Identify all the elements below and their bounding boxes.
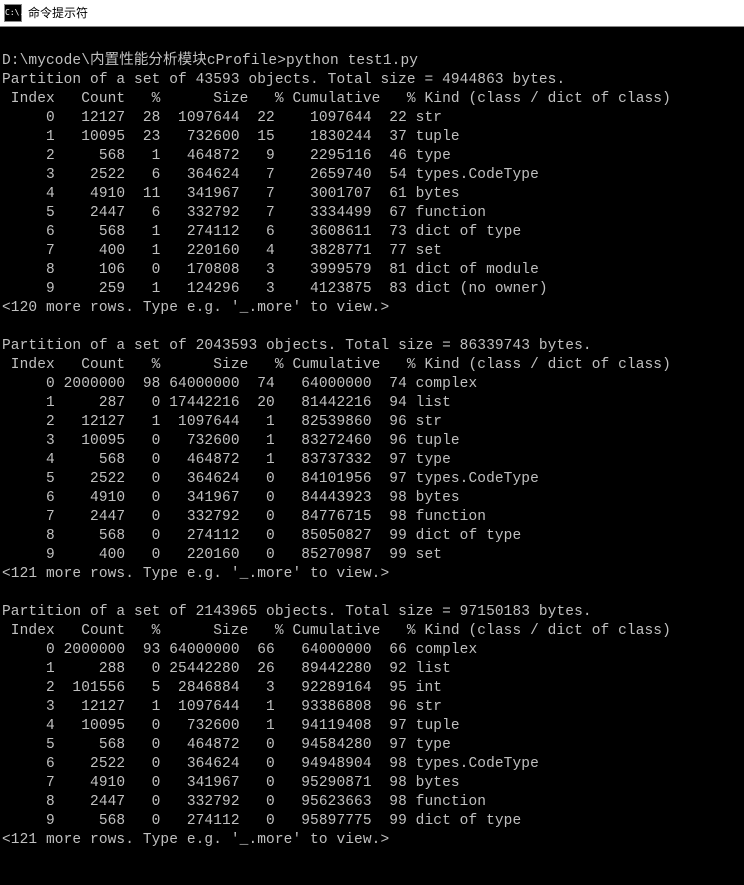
window-title: 命令提示符 <box>28 0 88 26</box>
window-titlebar[interactable]: C:\. 命令提示符 <box>0 0 744 27</box>
cmd-icon: C:\. <box>4 4 22 22</box>
terminal-output[interactable]: D:\mycode\内置性能分析模块cProfile>python test1.… <box>0 27 744 852</box>
